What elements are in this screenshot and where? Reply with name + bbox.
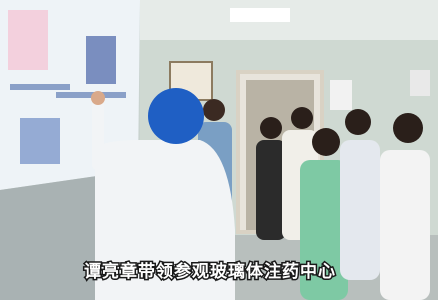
photo: 谭亮章带领参观玻璃体注药中心 bbox=[0, 0, 438, 300]
arm bbox=[92, 100, 104, 170]
screen-text bbox=[56, 92, 126, 98]
person-head bbox=[345, 109, 371, 135]
person-head bbox=[393, 113, 423, 143]
wall-sign bbox=[330, 80, 352, 110]
page: {"caption": "谭亮章带领参观玻璃体注药中心"} bbox=[0, 0, 438, 300]
screen-illustration bbox=[8, 10, 48, 70]
screen-illustration bbox=[20, 118, 60, 164]
person bbox=[256, 140, 286, 240]
person-head bbox=[291, 107, 313, 129]
screen-illustration bbox=[86, 36, 116, 84]
logo bbox=[410, 70, 430, 96]
surgical-cap bbox=[148, 88, 204, 144]
person bbox=[380, 150, 430, 300]
ceiling-light bbox=[230, 8, 290, 22]
person-head bbox=[260, 117, 282, 139]
hand bbox=[91, 91, 105, 105]
person bbox=[340, 140, 380, 280]
screen-text bbox=[10, 84, 70, 90]
person-head bbox=[312, 128, 340, 156]
person-head bbox=[203, 99, 225, 121]
caption: 谭亮章带领参观玻璃体注药中心 bbox=[84, 261, 336, 282]
